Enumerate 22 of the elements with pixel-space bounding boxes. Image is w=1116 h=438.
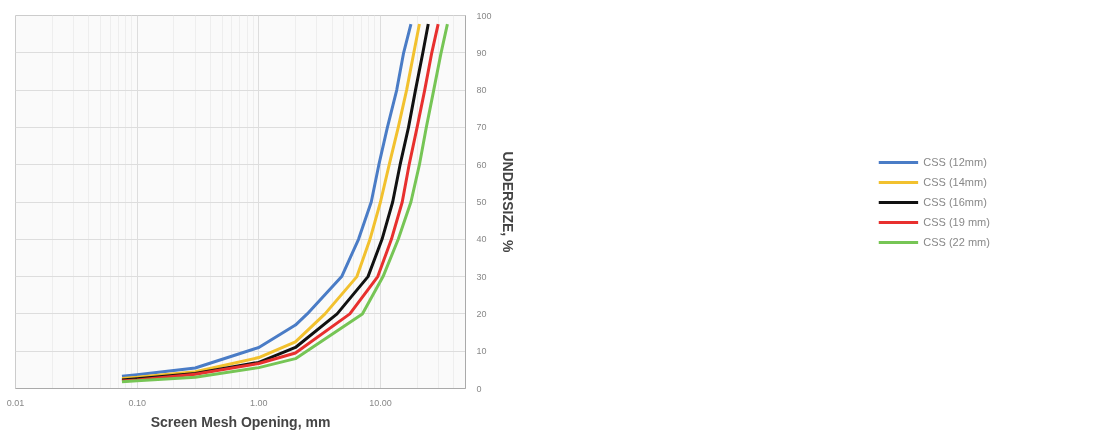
- x-tick-label: 0.10: [128, 397, 146, 408]
- y-tick-label: 100: [476, 10, 492, 21]
- y-tick-label: 10: [476, 346, 487, 357]
- legend-label: CSS (16mm): [923, 195, 987, 208]
- y-tick-label: 20: [476, 308, 487, 319]
- y-tick-label: 90: [476, 47, 487, 58]
- y-axis-title: UNDERSIZE, %: [499, 151, 516, 254]
- y-tick-label: 50: [476, 197, 487, 207]
- legend-label: CSS (14mm): [923, 175, 987, 188]
- x-axis-title: Screen Mesh Opening, mm: [150, 413, 331, 430]
- y-tick-label: 70: [476, 122, 487, 133]
- y-tick-label: 60: [476, 159, 487, 170]
- y-tick-label: 0: [476, 383, 482, 394]
- y-tick-label: 80: [476, 85, 487, 96]
- y-tick-label: 40: [476, 234, 487, 245]
- y-tick-label: 30: [476, 271, 487, 282]
- x-tick-label: 1.00: [250, 397, 268, 408]
- legend-label: CSS (22 mm): [923, 235, 990, 248]
- legend-label: CSS (19 mm): [923, 215, 990, 228]
- legend-label: CSS (12mm): [923, 155, 987, 168]
- x-tick-label: 0.01: [6, 397, 25, 408]
- x-tick-label: 10.00: [369, 397, 392, 408]
